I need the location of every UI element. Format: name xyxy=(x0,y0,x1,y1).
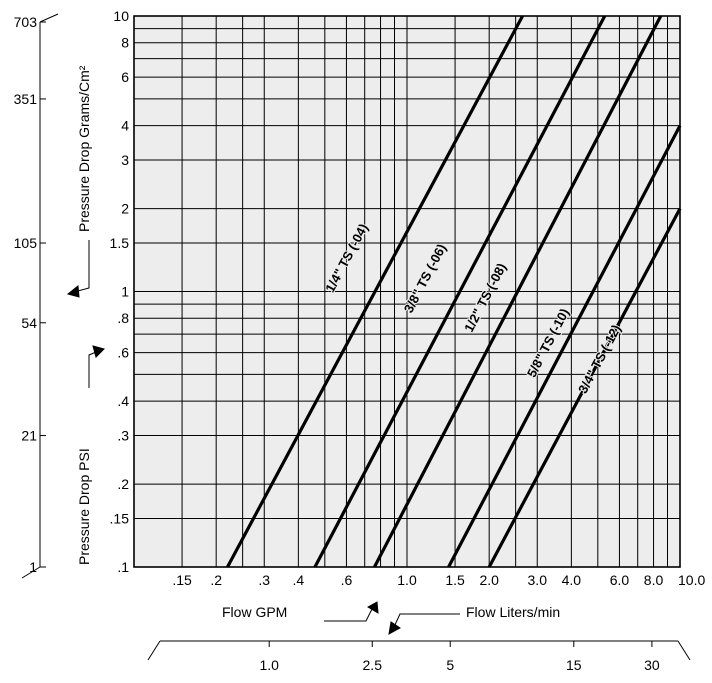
x2-pointer-arrow xyxy=(393,613,460,628)
y2-tick-label: 703 xyxy=(14,14,38,30)
series-line-1 xyxy=(313,15,607,568)
x-tick-label: 1.0 xyxy=(397,572,417,588)
y-tick-label: 4 xyxy=(121,118,129,134)
x-axis-title: Flow GPM xyxy=(222,604,287,620)
x-tick-label: 1.5 xyxy=(445,572,465,588)
x2-tick-label: 2.5 xyxy=(363,657,383,673)
x-tick-label: .2 xyxy=(210,572,222,588)
x-tick-label: .6 xyxy=(341,572,353,588)
x2-tick-label: 30 xyxy=(644,657,660,673)
y2-axis-title: Pressure Drop Grams/Cm² xyxy=(76,65,92,232)
y-pointer-arrow xyxy=(88,351,97,388)
x-tick-label: 6.0 xyxy=(610,572,630,588)
series-line-0 xyxy=(226,15,524,568)
y2-pointer-arrow xyxy=(73,240,90,293)
y-tick-label: .1 xyxy=(117,559,129,575)
y2-axis-top-hook xyxy=(39,13,59,23)
y-tick-label: 10 xyxy=(113,8,129,24)
x-tick-label: 3.0 xyxy=(528,572,548,588)
y2-tick-label: 54 xyxy=(21,315,37,331)
y-axis-labels: .1 .15 .2 .3 .4 .6 .8 1 1.5 2 3 4 6 8 10 xyxy=(110,8,130,575)
x-tick-label: 8.0 xyxy=(644,572,664,588)
y-tick-label: 2 xyxy=(121,201,129,217)
y2-tick-label: 351 xyxy=(14,91,38,107)
y-tick-label: .6 xyxy=(117,345,129,361)
y2-pointer-arrowhead xyxy=(66,285,80,298)
x-tick-label: .3 xyxy=(258,572,270,588)
plot-frame xyxy=(133,15,681,568)
x-tick-label: 4.0 xyxy=(562,572,582,588)
y-pointer-arrowhead xyxy=(92,345,105,358)
axis-pointer-arrows xyxy=(66,240,460,635)
grid-lines xyxy=(134,16,680,567)
x2-tick-label: 1.0 xyxy=(259,657,279,673)
y-tick-label: 8 xyxy=(121,35,129,51)
y-tick-label: 6 xyxy=(121,69,129,85)
y-tick-label: .3 xyxy=(117,428,129,444)
y-tick-label: .2 xyxy=(117,476,129,492)
y2-tick-label: 1 xyxy=(29,559,37,575)
y-tick-label: .4 xyxy=(117,393,129,409)
series-line-4 xyxy=(487,207,682,568)
x2-axis-left-hook xyxy=(147,640,161,661)
x-tick-label: .15 xyxy=(172,572,192,588)
secondary-y-axis: 1 21 54 105 351 703 xyxy=(14,13,59,579)
y2-tick-label: 21 xyxy=(21,428,37,444)
y-tick-label: 1 xyxy=(121,284,129,300)
y-tick-label: .8 xyxy=(117,310,129,326)
y2-tick-label: 105 xyxy=(14,235,38,251)
x2-tick-label: 5 xyxy=(446,657,454,673)
x-pointer-arrowhead xyxy=(367,601,379,614)
x-axis-labels: .15 .2 .3 .4 .6 1.0 1.5 2.0 3.0 4.0 6.0 8.0 10.0 xyxy=(172,572,705,588)
x-tick-label: 10.0 xyxy=(678,572,705,588)
x2-tick-label: 15 xyxy=(566,657,582,673)
series-line-3 xyxy=(447,124,682,568)
y-tick-label: .15 xyxy=(110,510,130,526)
x-pointer-arrow xyxy=(324,608,373,622)
x-tick-label: .4 xyxy=(293,572,305,588)
series-line-2 xyxy=(373,15,663,568)
y-tick-label: 1.5 xyxy=(110,235,130,251)
y-tick-label: 3 xyxy=(121,152,129,168)
y2-axis-bottom-hook xyxy=(21,566,41,579)
x2-pointer-arrowhead xyxy=(388,621,401,635)
y-axis-title: Pressure Drop PSI xyxy=(76,448,92,565)
x-tick-label: 2.0 xyxy=(479,572,499,588)
secondary-x-axis: 1.0 2.5 5 15 30 xyxy=(147,640,691,673)
x2-axis-right-hook xyxy=(677,640,691,661)
x2-axis-title: Flow Liters/min xyxy=(466,604,560,620)
